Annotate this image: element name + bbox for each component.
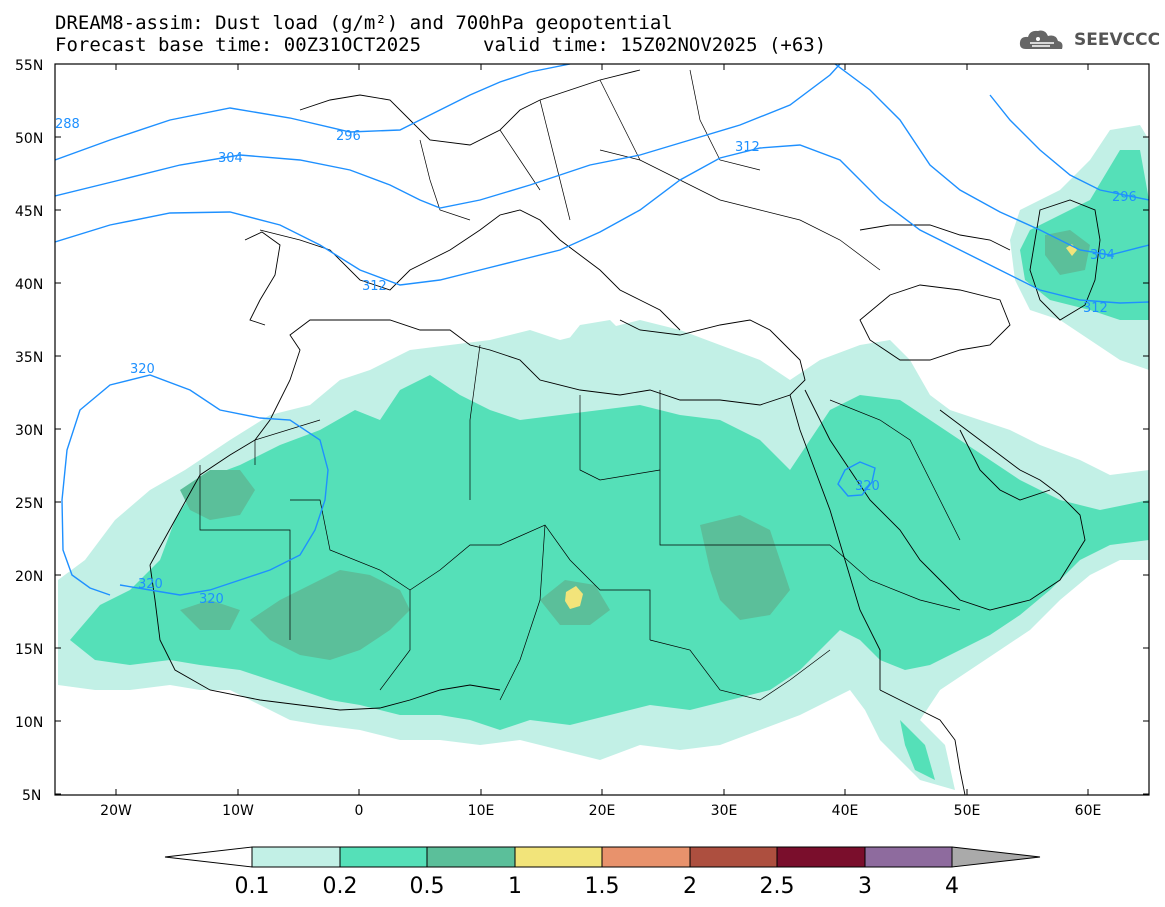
map-title: DREAM8-assim: Dust load (g/m²) and 700hP… <box>55 12 673 34</box>
contour-labels: 288 296 304 312 312 320 320 320 320 296 … <box>55 117 1137 607</box>
colorbar-segment-0.1 <box>251 846 341 868</box>
colorbar-under-triangle <box>164 846 253 868</box>
lat-label: 25N <box>15 496 43 512</box>
contour-label-296-east: 296 <box>1112 190 1137 205</box>
contour-label-320-arabia: 320 <box>855 479 880 494</box>
lat-label: 10N <box>15 715 43 731</box>
lon-label: 30E <box>711 803 738 819</box>
lat-label: 45N <box>15 204 43 220</box>
logo-text: SEEVCCC <box>1074 30 1161 50</box>
contour-label-296: 296 <box>336 129 361 144</box>
colorbar-label: 2.5 <box>760 874 795 899</box>
forecast-base-time: Forecast base time: 00Z31OCT2025 <box>55 34 422 56</box>
axis-ticks <box>55 63 1149 795</box>
lat-label: 15N <box>15 642 43 658</box>
colorbar-segment-1 <box>514 846 603 868</box>
lat-label: 40N <box>15 277 43 293</box>
colorbar-label: 0.5 <box>410 874 445 899</box>
colorbar-label: 2 <box>683 874 697 899</box>
contour-label-320-sahara: 320 <box>199 592 224 607</box>
colorbar-labels: 0.1 0.2 0.5 1 1.5 2 2.5 3 4 <box>235 874 960 899</box>
contour-label-288: 288 <box>55 117 80 132</box>
valid-time: valid time: 15Z02NOV2025 (+63) <box>483 34 827 56</box>
contour-label-320-coast: 320 <box>138 577 163 592</box>
lat-label: 50N <box>15 131 43 147</box>
colorbar-label: 3 <box>858 874 872 899</box>
colorbar-label: 1 <box>508 874 522 899</box>
lon-label: 0 <box>355 803 364 819</box>
lon-label: 10W <box>222 803 254 819</box>
contour-label-320-atlantic: 320 <box>130 362 155 377</box>
colorbar-label: 0.1 <box>235 874 270 899</box>
lat-label: 30N <box>15 423 43 439</box>
map-plot-area: 288 296 304 312 312 320 320 320 320 296 … <box>55 64 1149 795</box>
contour-label-312-west: 312 <box>362 279 387 294</box>
contour-label-312-east: 312 <box>735 140 760 155</box>
lon-label: 20E <box>589 803 616 819</box>
seevccc-logo: SEEVCCC <box>1018 27 1160 53</box>
lon-label: 10E <box>468 803 495 819</box>
colorbar-segment-1.5 <box>601 846 691 868</box>
lon-label: 60E <box>1075 803 1102 819</box>
colorbar-label: 0.2 <box>323 874 358 899</box>
country-borders <box>199 69 961 701</box>
colorbar-segment-2.5 <box>776 846 866 868</box>
contour-label-312-caspian: 312 <box>1083 301 1108 316</box>
colorbar <box>164 846 1041 868</box>
longitude-labels: 20W 10W 0 10E 20E 30E 40E 50E 60E <box>100 803 1101 819</box>
colorbar-segment-2 <box>689 846 778 868</box>
lat-label: 5N <box>22 788 41 804</box>
geopotential-contours <box>55 64 1149 596</box>
lon-label: 50E <box>954 803 981 819</box>
lat-label: 20N <box>15 569 43 585</box>
colorbar-over-triangle <box>951 846 1041 868</box>
colorbar-segment-0.2 <box>339 846 428 868</box>
latitude-labels: 55N 50N 45N 40N 35N 30N 25N 20N 15N 10N … <box>15 58 43 804</box>
contour-label-304-east: 304 <box>1090 248 1115 263</box>
colorbar-label: 1.5 <box>585 874 620 899</box>
coastlines <box>149 69 1101 795</box>
colorbar-label: 4 <box>945 874 959 899</box>
colorbar-segment-0.5 <box>426 846 516 868</box>
cloud-icon <box>1019 30 1063 49</box>
colorbar-segment-3 <box>864 846 953 868</box>
lat-label: 35N <box>15 350 43 366</box>
contour-label-304: 304 <box>218 151 243 166</box>
lat-label: 55N <box>15 58 43 74</box>
lon-label: 20W <box>100 803 132 819</box>
lon-label: 40E <box>832 803 859 819</box>
